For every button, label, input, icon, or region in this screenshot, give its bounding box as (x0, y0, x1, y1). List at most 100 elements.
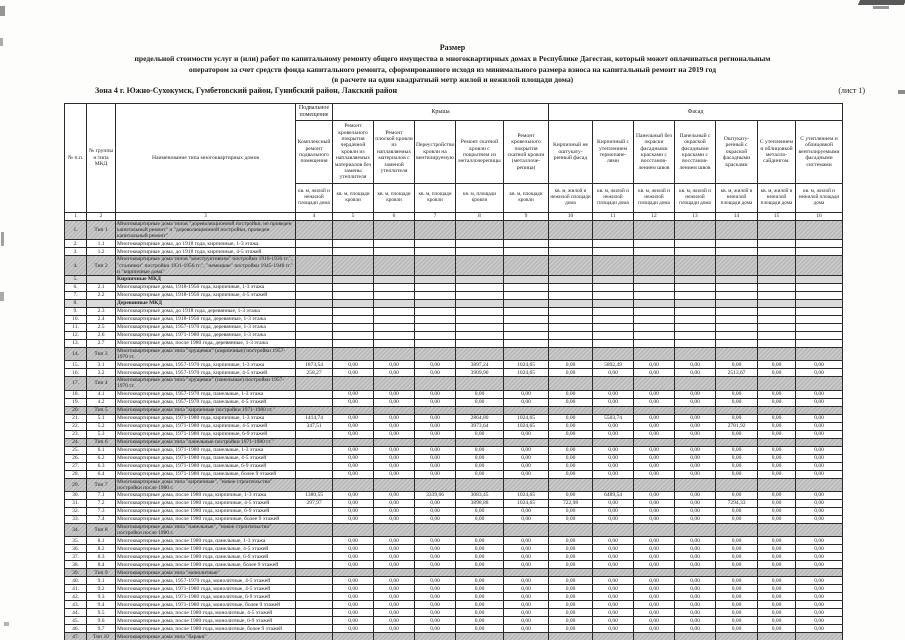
value-cell (295, 600, 333, 610)
value-cell (373, 239, 415, 249)
row-group-cell: Тип 1 (86, 219, 116, 241)
value-cell (633, 314, 675, 324)
value-cell: 0,00 (674, 608, 716, 618)
value-cell: 0,00 (794, 616, 844, 626)
value-cell (757, 477, 796, 492)
value-cell: 0,00 (633, 600, 675, 610)
value-cell (332, 522, 374, 538)
column-header: С утеплением и облицовкой вентилируемыми… (794, 120, 844, 184)
row-name-cell: Многоквартирные дома типа "бараки" (115, 632, 296, 640)
row-name-cell: Многоквартирные дома, 1918-1956 года, ки… (115, 290, 296, 300)
value-cell: 0,00 (373, 461, 415, 471)
value-cell: 0,00 (674, 469, 716, 479)
row-group-cell: 9.5 (86, 608, 116, 618)
value-cell (455, 376, 504, 391)
value-cell: 0,00 (332, 544, 374, 554)
row-number-cell: 12. (64, 330, 87, 340)
value-cell: 0,00 (674, 498, 716, 508)
row-name-cell: Многоквартирные дома, после 1980 года, к… (115, 514, 296, 524)
value-cell: 0,00 (503, 560, 549, 570)
scan-artifact-right (898, 90, 905, 94)
row-name-cell: Многоквартирные дома типа "хрущевки" (ки… (115, 346, 296, 362)
row-name-cell: Многоквартирные дома, после 1980 года, к… (115, 506, 296, 516)
value-cell: 0,00 (373, 421, 415, 431)
row-number-cell: 40. (64, 576, 87, 586)
table-row: 18. 4.1 Многоквартирные дома, 1957-1970 го… (64, 389, 844, 399)
value-cell (332, 632, 374, 640)
value-cell (295, 624, 333, 634)
unit-header: кв. м, жилой и нежилой площади дома (548, 183, 593, 213)
column-number: 6 (373, 212, 415, 221)
row-group-cell: 8.3 (86, 552, 116, 562)
value-cell: 0,00 (414, 421, 456, 431)
column-number: 5 (332, 212, 374, 221)
row-number-cell: 10. (64, 314, 87, 324)
value-cell: 0,00 (592, 576, 634, 586)
value-cell (715, 346, 758, 362)
row-number-cell: 18. (64, 389, 87, 399)
value-cell: 0,00 (414, 453, 456, 463)
value-cell (295, 239, 333, 249)
row-name-cell: Многоквартирные дома типа "панельные пос… (115, 437, 296, 447)
row-group-cell: Тип 2 (86, 255, 116, 276)
value-cell: 0,00 (794, 514, 844, 524)
value-cell: 0,00 (332, 616, 374, 626)
value-cell (373, 255, 415, 276)
value-cell: 0,00 (548, 624, 593, 634)
type-row: 34. Тип 8 Многоквартирные дома типа "панел… (64, 522, 844, 538)
value-cell: 0,00 (757, 429, 796, 439)
value-cell: 1024,65 (503, 368, 549, 378)
value-cell (373, 219, 415, 241)
row-name-cell: Многоквартирные дома, 1957-1970 года, ки… (115, 368, 296, 378)
value-cell (674, 314, 716, 324)
col-header-group: № группы и типа МКД (86, 103, 116, 213)
row-number-cell: 25. (64, 445, 87, 455)
value-cell (414, 322, 456, 332)
value-cell (455, 568, 504, 578)
value-cell: 0,00 (455, 389, 504, 399)
value-cell: 0,00 (503, 624, 549, 634)
row-name-cell: Многоквартирные дома, 1971-1980 года, мо… (115, 584, 296, 594)
column-number: 11 (592, 212, 634, 221)
value-cell: 0,00 (592, 624, 634, 634)
value-cell: 0,00 (373, 576, 415, 586)
row-number-cell: 29. (64, 477, 87, 492)
value-cell: 0,00 (548, 514, 593, 524)
value-cell: 0,00 (455, 453, 504, 463)
type-row: 20. Тип 5 Многоквартирные дома типа "кирпи… (64, 405, 844, 415)
column-number: 12 (633, 212, 675, 221)
row-number-cell: 47. (64, 632, 87, 640)
value-cell: 0,00 (455, 469, 504, 479)
value-cell: 0,00 (715, 490, 758, 500)
column-header: Комплексный ремонт подвального помещения (295, 120, 333, 184)
value-cell (414, 338, 456, 348)
value-cell (332, 239, 374, 249)
value-cell (332, 322, 374, 332)
value-cell: 0,00 (592, 608, 634, 618)
column-header: Ремонт скатной кровли с покрытием из мет… (455, 120, 504, 184)
value-cell (295, 632, 333, 640)
col-group-facade: Фасад (547, 103, 844, 121)
value-cell: 0,00 (414, 584, 456, 594)
value-cell: 0,00 (548, 421, 593, 431)
col-header-num: № п.п. (64, 103, 87, 213)
row-number-cell: 33. (64, 514, 87, 524)
value-cell: 0,00 (332, 461, 374, 471)
sheet-number: (лист 1) (838, 86, 865, 95)
value-cell: 0,00 (414, 544, 456, 554)
value-cell: 0,00 (373, 560, 415, 570)
value-cell (674, 376, 716, 391)
value-cell: 0,00 (414, 368, 456, 378)
value-cell (455, 346, 504, 362)
type-row: 1. Тип 1 Многоквартирные дома типов "дорев… (64, 219, 844, 241)
value-cell: 0,00 (715, 560, 758, 570)
value-cell: 0,00 (455, 506, 504, 516)
value-cell: 0,00 (332, 389, 374, 399)
value-cell (794, 290, 844, 300)
value-cell: 0,00 (373, 506, 415, 516)
value-cell: 0,00 (715, 584, 758, 594)
value-cell: 0,00 (548, 560, 593, 570)
value-cell: 0,00 (455, 461, 504, 471)
row-number-cell: 22. (64, 421, 87, 431)
value-cell (414, 306, 456, 316)
